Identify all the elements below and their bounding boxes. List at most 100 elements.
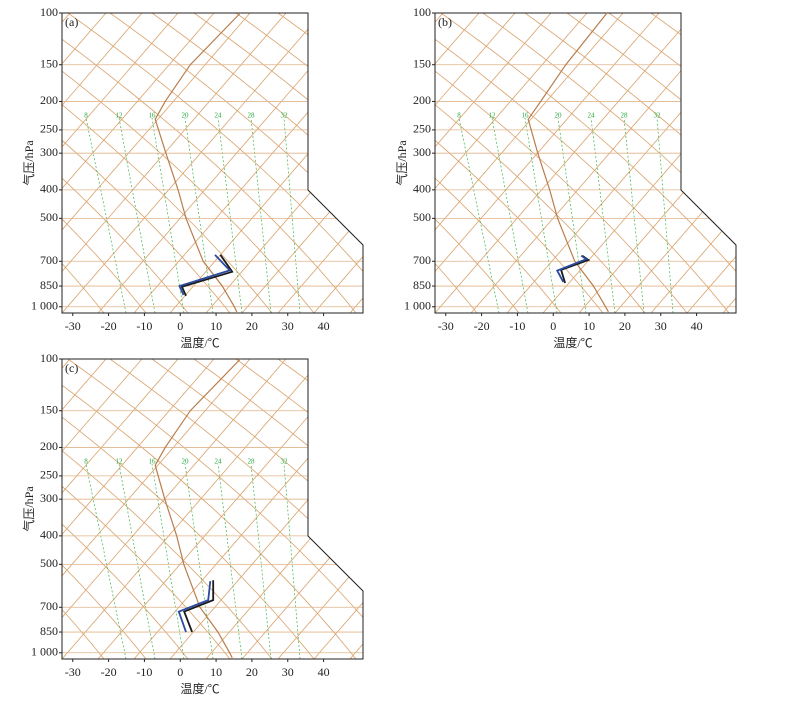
dry-adiabat xyxy=(62,13,315,313)
x-axis-label: 温度/℃ xyxy=(180,335,219,350)
mixing-ratio-label: 12 xyxy=(116,112,124,120)
profile-line xyxy=(555,254,589,283)
mixing-ratio-label: 20 xyxy=(555,112,563,120)
dry-adiabat xyxy=(608,13,736,313)
y-tick-label: 200 xyxy=(40,439,58,453)
isotherm xyxy=(62,13,287,313)
mixing-ratio-line xyxy=(283,117,301,313)
profile-line xyxy=(154,358,241,659)
y-tick-label: 400 xyxy=(40,528,58,542)
mixing-ratio-label: 16 xyxy=(149,458,157,466)
y-tick-label: 400 xyxy=(40,182,58,196)
dry-adiabat xyxy=(62,359,231,659)
panel-label: (b) xyxy=(438,15,452,29)
isotherm xyxy=(62,13,251,313)
x-tick-label: -20 xyxy=(101,665,117,679)
dry-adiabat xyxy=(435,13,562,313)
isotherm xyxy=(241,359,363,659)
isotherm xyxy=(277,359,363,659)
dry-adiabat xyxy=(67,359,363,659)
isotherm xyxy=(62,13,179,313)
y-tick-label: 850 xyxy=(40,624,58,638)
isotherm xyxy=(458,359,718,659)
profile-line xyxy=(154,12,241,314)
dry-adiabat xyxy=(62,359,105,659)
dry-adiabat xyxy=(435,13,688,313)
y-tick-label: 400 xyxy=(413,182,431,196)
dry-adiabat xyxy=(62,13,105,313)
dry-adiabat xyxy=(435,13,478,313)
x-axis-label: 温度/℃ xyxy=(553,335,592,350)
dry-adiabat xyxy=(435,13,520,313)
dry-adiabat xyxy=(277,359,363,659)
dry-adiabat xyxy=(62,359,357,659)
isotherm xyxy=(530,359,790,659)
dry-adiabat xyxy=(62,359,273,659)
mixing-ratio-line xyxy=(151,117,185,313)
mixing-ratio-line xyxy=(491,117,529,313)
mixing-ratio-label: 32 xyxy=(281,458,289,466)
y-tick-label: 150 xyxy=(413,56,431,70)
mixing-ratio-label: 28 xyxy=(248,458,256,466)
isotherm xyxy=(386,359,646,659)
y-axis-label: 气压/hPa xyxy=(21,486,36,532)
x-tick-label: 0 xyxy=(550,319,556,333)
mixing-ratio-label: 12 xyxy=(116,458,124,466)
x-tick-label: -10 xyxy=(509,319,525,333)
dry-adiabat xyxy=(21,13,351,313)
mixing-ratio-line xyxy=(458,117,500,313)
mixing-ratio-label: 8 xyxy=(84,112,88,120)
mixing-ratio-label: 24 xyxy=(588,112,596,120)
isotherm xyxy=(277,13,363,313)
mixing-ratio-line xyxy=(557,117,587,313)
dry-adiabat xyxy=(0,359,20,659)
background xyxy=(0,359,795,659)
y-tick-label: 700 xyxy=(40,253,58,267)
x-tick-label: -10 xyxy=(136,319,152,333)
dry-adiabat xyxy=(319,359,363,659)
isotherm xyxy=(62,359,287,659)
x-tick-label: 30 xyxy=(282,319,294,333)
mixing-ratio-line xyxy=(250,117,272,313)
profile-line xyxy=(183,580,215,633)
y-tick-label: 700 xyxy=(413,253,431,267)
isotherm xyxy=(147,13,407,313)
x-tick-label: 10 xyxy=(210,319,222,333)
dry-adiabat xyxy=(109,359,363,659)
isotherm xyxy=(62,13,143,313)
mixing-ratio-line xyxy=(85,463,127,659)
isotherm xyxy=(542,13,736,313)
isotherm xyxy=(602,359,795,659)
x-tick-label: -30 xyxy=(65,319,81,333)
dry-adiabat xyxy=(235,359,363,659)
plot-frame xyxy=(434,12,737,314)
y-tick-label: 500 xyxy=(40,210,58,224)
mixing-ratio-line xyxy=(184,463,214,659)
panel: 8 12 16 20 24 28 32100150200250300400500700850… xyxy=(0,5,737,350)
mixing-ratio-label: 32 xyxy=(281,112,289,120)
dry-adiabat xyxy=(734,13,736,313)
y-tick-label: 850 xyxy=(413,278,431,292)
y-tick-label: 1 000 xyxy=(31,299,58,313)
dry-adiabat xyxy=(435,13,604,313)
isotherm xyxy=(62,13,107,313)
dry-adiabat xyxy=(361,13,363,313)
isotherm xyxy=(205,359,363,659)
profile-line xyxy=(180,254,234,297)
y-tick-label: 150 xyxy=(40,402,58,416)
dry-adiabat xyxy=(692,13,736,313)
mixing-ratio-line xyxy=(118,117,156,313)
y-axis-label: 气压/hPa xyxy=(21,140,36,186)
plot-frame xyxy=(61,12,364,314)
dry-adiabat xyxy=(0,13,15,313)
plot-frame xyxy=(61,358,364,660)
dry-adiabat xyxy=(67,13,363,313)
y-tick-label: 700 xyxy=(40,599,58,613)
mixing-ratio-label: 20 xyxy=(182,112,190,120)
mixing-ratio-label: 28 xyxy=(248,112,256,120)
mixing-ratio-line xyxy=(151,463,185,659)
x-tick-label: -30 xyxy=(65,665,81,679)
isotherm xyxy=(349,359,363,659)
dry-adiabat xyxy=(235,13,363,313)
y-axis-label: 气压/hPa xyxy=(394,140,409,186)
